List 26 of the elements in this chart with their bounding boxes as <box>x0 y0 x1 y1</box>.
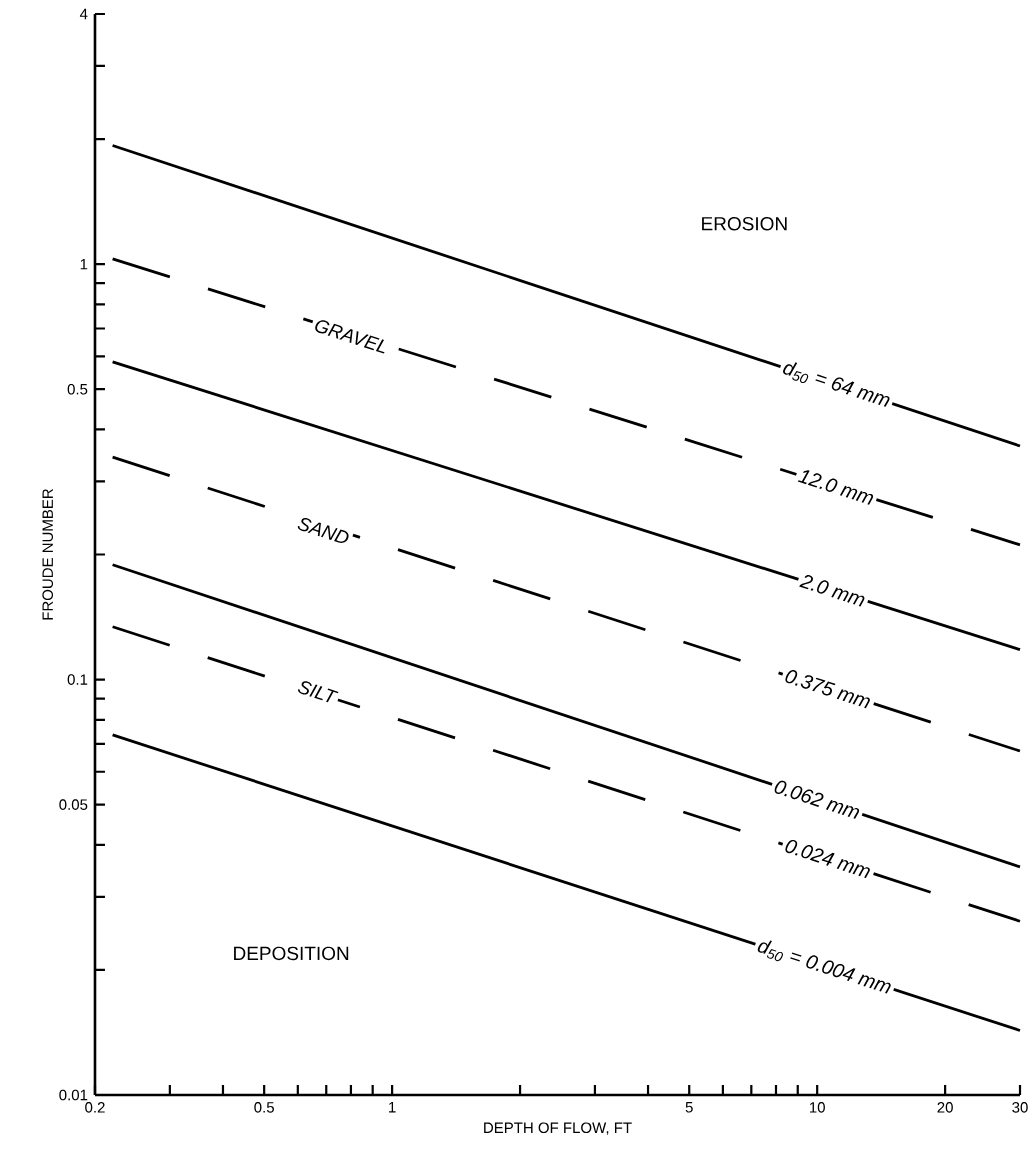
x-tick-label: 20 <box>937 1102 953 1113</box>
y-tick-label: 4 <box>79 8 88 20</box>
x-tick-label: 0.2 <box>85 1102 105 1113</box>
annotation: 0.024 mm <box>785 839 870 879</box>
annotation: d$_{50}$ = 0.004 mm <box>757 940 891 994</box>
annotation: 0.062 mm <box>774 780 860 819</box>
y-axis-title: FROUDE NUMBER <box>42 488 54 620</box>
x-tick-label: 1 <box>389 1102 396 1113</box>
y-tick-label: 0.1 <box>67 674 88 685</box>
annotation: SAND <box>297 518 349 543</box>
x-tick-label: 10 <box>809 1102 825 1113</box>
x-tick-label: 30 <box>1012 1102 1028 1113</box>
y-tick-label: 0.01 <box>59 1089 88 1101</box>
x-tick-label: 5 <box>685 1102 693 1113</box>
annotation: 12.0 mm <box>797 470 874 505</box>
annotation: 2.0 mm <box>799 575 865 607</box>
y-tick-label: 0.05 <box>59 799 88 810</box>
annotation: 0.375 mm <box>785 670 870 709</box>
annotation: SILT <box>298 681 339 703</box>
x-tick-label: 0.5 <box>254 1102 274 1113</box>
x-axis-title: DEPTH OF FLOW, FT <box>484 1122 632 1135</box>
y-tick-label: 0.5 <box>67 383 88 395</box>
annotation: d$_{50}$ = 64 mm <box>783 362 890 407</box>
y-tick-label: 1 <box>80 258 88 270</box>
annotation: EROSION <box>702 216 787 231</box>
annotation: DEPOSITION <box>234 946 349 961</box>
